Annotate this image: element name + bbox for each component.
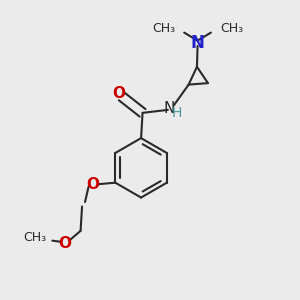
Text: CH₃: CH₃ [220,22,243,34]
Text: O: O [58,236,71,251]
Text: O: O [112,86,125,101]
Text: CH₃: CH₃ [152,22,175,34]
Text: H: H [172,106,182,120]
Text: CH₃: CH₃ [23,231,46,244]
Text: O: O [86,177,99,192]
Text: N: N [164,101,175,116]
Text: N: N [190,34,205,52]
